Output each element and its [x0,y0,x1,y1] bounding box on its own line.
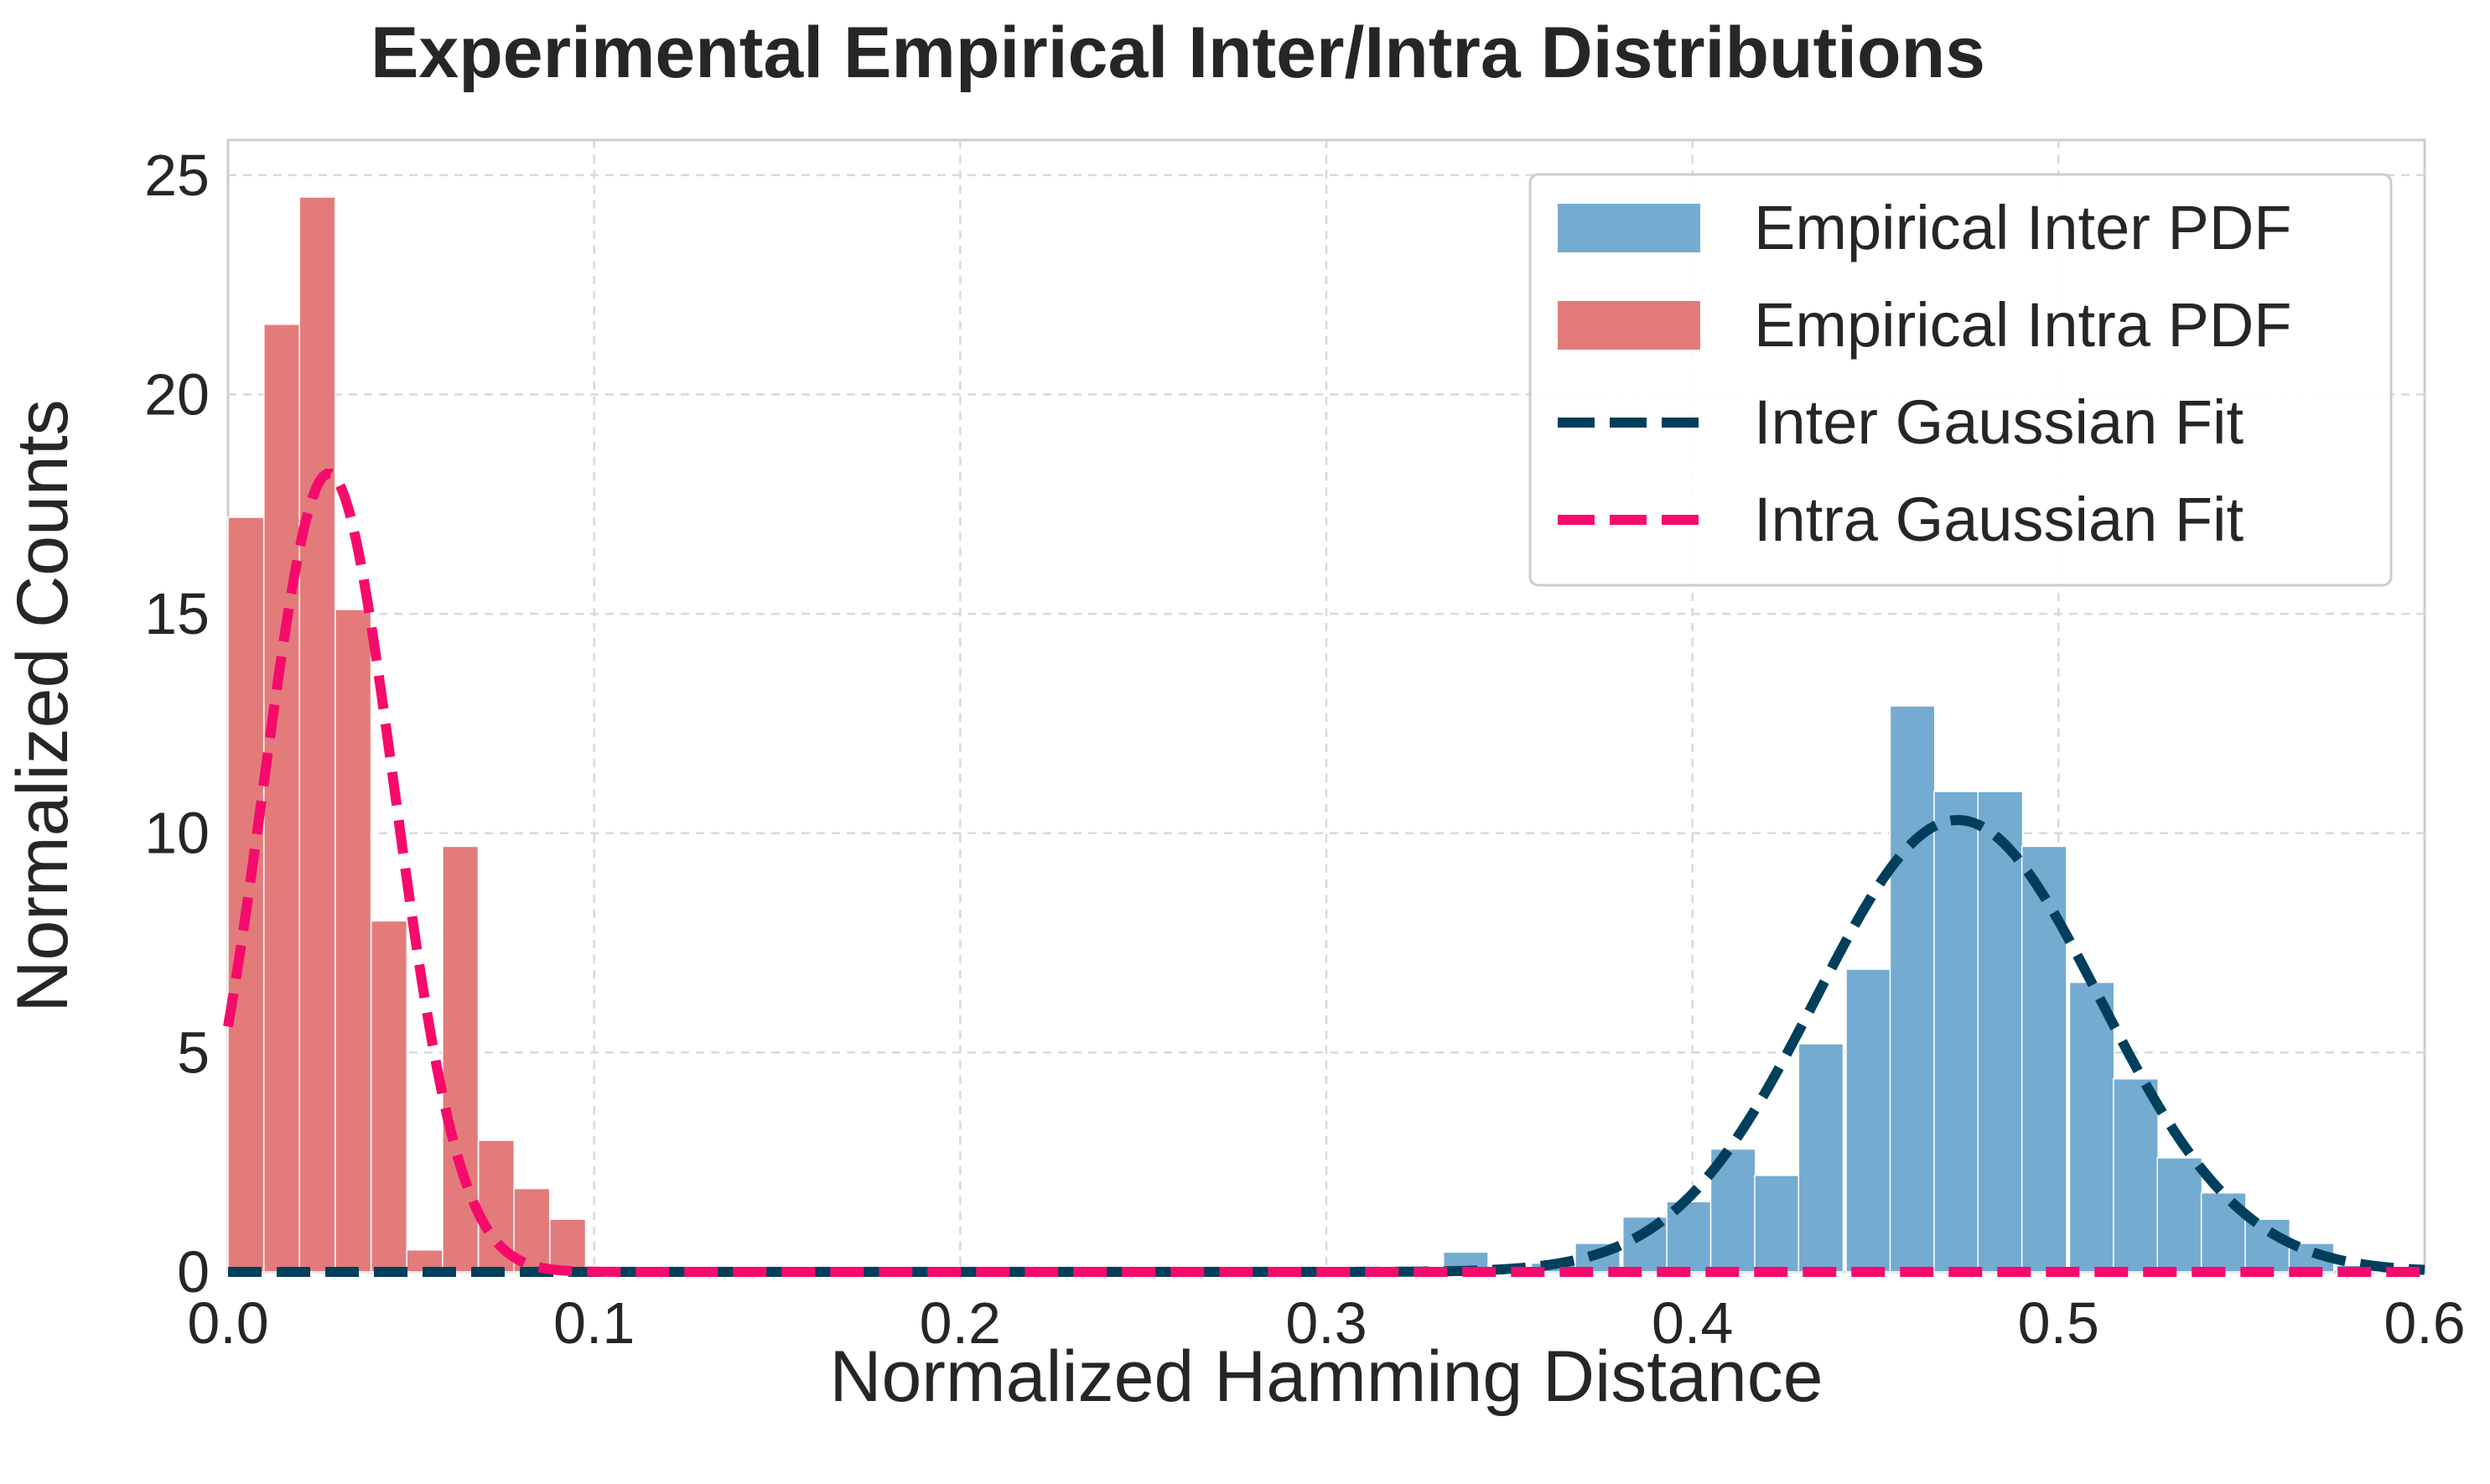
inter-histogram [1442,705,2383,1273]
histogram-bar [298,196,336,1273]
x-tick-label: 0.0 [187,1290,268,1356]
gaussian-fit-line [223,469,2425,1277]
legend-swatch [1558,204,1700,252]
histogram-bar [549,1218,587,1273]
x-tick-label: 0.6 [2384,1290,2465,1356]
histogram-bar [1797,1043,1844,1273]
histogram-bar [1933,791,1979,1273]
y-tick-labels: 0 5 10 15 20 25 [144,143,210,1305]
histogram-bar [1666,1201,1713,1273]
histogram-bar [2021,845,2067,1273]
x-tick-label: 0.2 [920,1290,1001,1356]
legend-label: Empirical Intra PDF [1754,290,2291,360]
chart-title: Experimental Empirical Inter/Intra Distr… [371,13,1985,93]
histogram-bar [2156,1157,2203,1273]
histogram-bar [227,516,265,1273]
histogram-bar [2113,1078,2159,1273]
y-tick-label: 15 [144,581,210,646]
gaussian-fits [223,469,2425,1277]
x-tick-label: 0.4 [1652,1290,1733,1356]
histogram-bar [1977,791,2024,1273]
histogram-bar [2244,1218,2291,1273]
histogram-bar [442,845,480,1273]
x-tick-label: 0.1 [553,1290,635,1356]
histogram-bar [1889,705,1936,1273]
histogram-bar [2068,981,2115,1273]
legend: Empirical Inter PDF Empirical Intra PDF In… [1528,173,2393,587]
legend-box [1528,173,2393,587]
x-axis-label: Normalized Hamming Distance [829,1336,1823,1417]
intra-histogram [227,196,587,1273]
x-tick-label: 0.3 [1285,1290,1367,1356]
histogram-bar [370,920,408,1273]
x-tick-labels: 0.0 0.1 0.2 0.3 0.4 0.5 0.6 [187,1290,2465,1356]
y-axis-label: Normalized Counts [3,399,83,1012]
legend-label: Intra Gaussian Fit [1754,485,2244,554]
legend-label: Empirical Inter PDF [1754,193,2291,262]
histogram-bar [335,609,372,1273]
histogram-bar [1845,968,1892,1273]
x-tick-label: 0.5 [2018,1290,2099,1356]
y-tick-label: 25 [144,143,210,208]
y-tick-label: 0 [177,1239,210,1305]
histogram-bar [1754,1175,1800,1273]
y-tick-label: 10 [144,801,210,866]
y-tick-label: 5 [177,1020,210,1085]
legend-label: Inter Gaussian Fit [1754,387,2244,457]
y-tick-label: 20 [144,361,210,427]
histogram-bar [263,324,301,1273]
legend-swatch [1558,301,1700,350]
